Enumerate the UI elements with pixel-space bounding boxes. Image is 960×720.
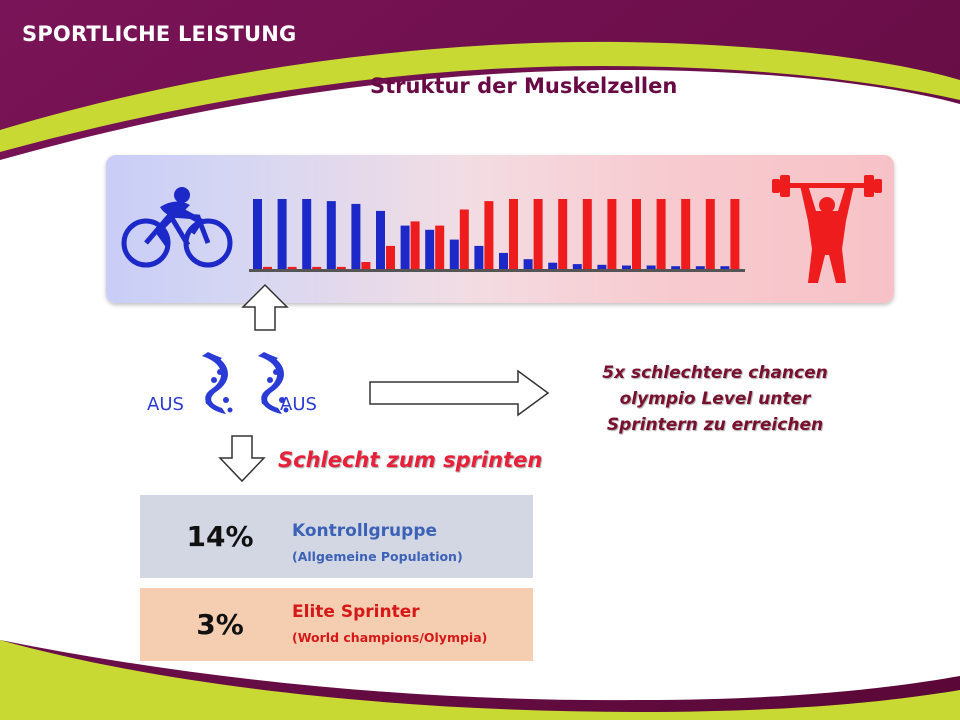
cyclist-icon [121, 187, 233, 268]
fiber-panel [106, 155, 894, 303]
bad-sprint-text: Schlecht zum sprinten [278, 448, 543, 472]
gene-label-right: AUS [280, 394, 317, 415]
elite-sprinter-row: 3% Elite Sprinter (World champions/Olymp… [140, 588, 533, 661]
slide-title: Struktur der Muskelzellen [370, 74, 678, 98]
red-fiber-bar [336, 266, 346, 269]
blue-fiber-bar [720, 266, 730, 269]
red-fiber-bar [656, 199, 666, 269]
blue-fiber-bar [326, 201, 336, 269]
control-group-percent: 14% [186, 520, 254, 553]
red-fiber-bar [533, 199, 543, 269]
red-fiber-bar [509, 199, 518, 269]
red-fiber-bar [705, 199, 715, 269]
red-fiber-bar [312, 266, 322, 269]
elite-sprinter-sublabel: (World champions/Olympia) [292, 630, 488, 645]
chance-line-3: Sprintern zu erreichen [606, 415, 824, 435]
red-fiber-bar [263, 266, 272, 269]
blue-fiber-bar [302, 199, 312, 269]
red-fiber-bar [558, 199, 568, 269]
fiber-chart [121, 175, 882, 283]
blue-fiber-bar [400, 225, 410, 269]
weightlifter-icon [772, 175, 882, 283]
up-arrow-icon [241, 283, 289, 331]
blue-fiber-bar [449, 239, 459, 269]
blue-fiber-bar [277, 199, 287, 269]
control-group-label: Kontrollgruppe [292, 521, 438, 541]
down-arrow-icon [218, 435, 266, 483]
red-fiber-bar [361, 262, 371, 269]
section-title: SPORTLICHE LEISTUNG [22, 22, 297, 46]
blue-fiber-bar [548, 262, 558, 269]
red-fiber-bar [287, 266, 297, 269]
red-fiber-bar [607, 199, 617, 269]
chance-text: 5x schlechtere chancen olympio Level unt… [570, 360, 860, 438]
red-fiber-bar [386, 245, 395, 269]
gene-label-left: AUS [147, 394, 184, 415]
blue-fiber-bar [351, 203, 361, 269]
elite-sprinter-percent: 3% [196, 608, 244, 641]
red-fiber-bar [681, 199, 691, 269]
blue-fiber-bar [376, 210, 385, 269]
blue-fiber-bar [253, 199, 262, 269]
elite-sprinter-label: Elite Sprinter [292, 602, 420, 622]
red-fiber-bar [582, 199, 592, 269]
red-fiber-bar [459, 209, 469, 269]
blue-fiber-bar [646, 265, 656, 269]
red-fiber-bar [410, 221, 420, 269]
red-fiber-bar [484, 201, 494, 269]
blue-fiber-bar [695, 266, 705, 269]
dna-strand-icon [202, 352, 289, 414]
blue-fiber-bar [572, 264, 582, 269]
blue-fiber-bar [523, 259, 533, 269]
red-fiber-bar [730, 199, 740, 269]
right-arrow-icon [369, 369, 550, 417]
blue-fiber-bar [597, 264, 607, 269]
control-group-sublabel: (Allgemeine Population) [292, 549, 463, 564]
blue-fiber-bar [425, 229, 435, 269]
chance-line-1: 5x schlechtere chancen [602, 363, 828, 383]
control-group-row: 14% Kontrollgruppe (Allgemeine Populatio… [140, 495, 533, 578]
fiber-bars [249, 199, 745, 272]
blue-fiber-bar [671, 266, 681, 269]
blue-fiber-bar [499, 252, 508, 269]
red-fiber-bar [632, 199, 641, 269]
red-fiber-bar [435, 225, 445, 269]
blue-fiber-bar [622, 265, 631, 269]
bars-baseline [249, 269, 745, 272]
chance-line-2: olympio Level unter [619, 389, 811, 409]
blue-fiber-bar [474, 245, 484, 269]
